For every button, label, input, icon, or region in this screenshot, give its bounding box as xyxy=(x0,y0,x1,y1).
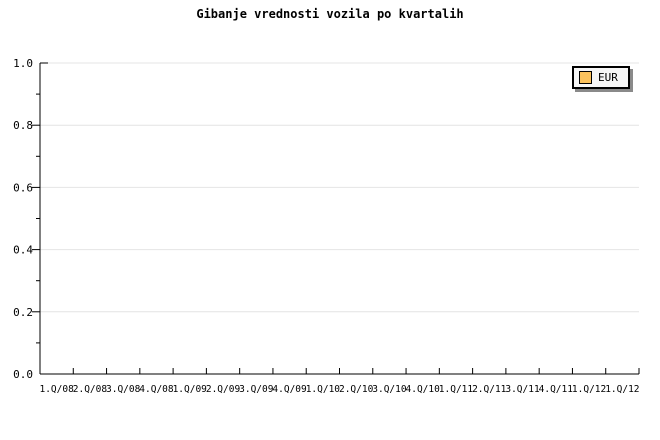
x-axis-label: 2.Q/11 xyxy=(472,384,507,395)
x-axis-label: 3.Q/08 xyxy=(106,384,141,395)
x-axis-label: 3.Q/09 xyxy=(239,384,274,395)
x-axis-label: 4.Q/09 xyxy=(272,384,307,395)
y-axis-label: 1.0 xyxy=(13,57,33,70)
y-axis-label: 0.0 xyxy=(13,368,33,381)
x-axis-label: 2.Q/09 xyxy=(206,384,241,395)
x-axis-label: 2.Q/10 xyxy=(339,384,374,395)
x-axis-label: 4.Q/10 xyxy=(406,384,441,395)
x-axis-label: 1.Q/09 xyxy=(173,384,208,395)
y-axis-label: 0.6 xyxy=(13,181,33,194)
x-axis-label: 2.Q/08 xyxy=(73,384,108,395)
x-axis-label: 3.Q/11 xyxy=(505,384,540,395)
x-axis-label: 1.Q/11 xyxy=(439,384,474,395)
x-axis-label: 1.Q/12 xyxy=(605,384,639,395)
legend-series-label: EUR xyxy=(598,71,618,84)
x-axis-label: 1.Q/10 xyxy=(306,384,341,395)
x-axis-label: 1.Q/08 xyxy=(39,384,74,395)
legend: EUR xyxy=(572,66,630,89)
x-axis-label: 4.Q/08 xyxy=(139,384,174,395)
x-axis-label: 4.Q/11 xyxy=(539,384,574,395)
x-axis-label: 1.Q/12 xyxy=(572,384,606,395)
chart-title: Gibanje vrednosti vozila po kvartalih xyxy=(196,7,464,21)
legend-swatch-icon xyxy=(579,71,592,84)
y-axis-label: 0.2 xyxy=(13,306,33,319)
x-axis-label: 3.Q/10 xyxy=(372,384,407,395)
y-axis-label: 0.8 xyxy=(13,119,33,132)
y-axis-label: 0.4 xyxy=(13,244,33,257)
